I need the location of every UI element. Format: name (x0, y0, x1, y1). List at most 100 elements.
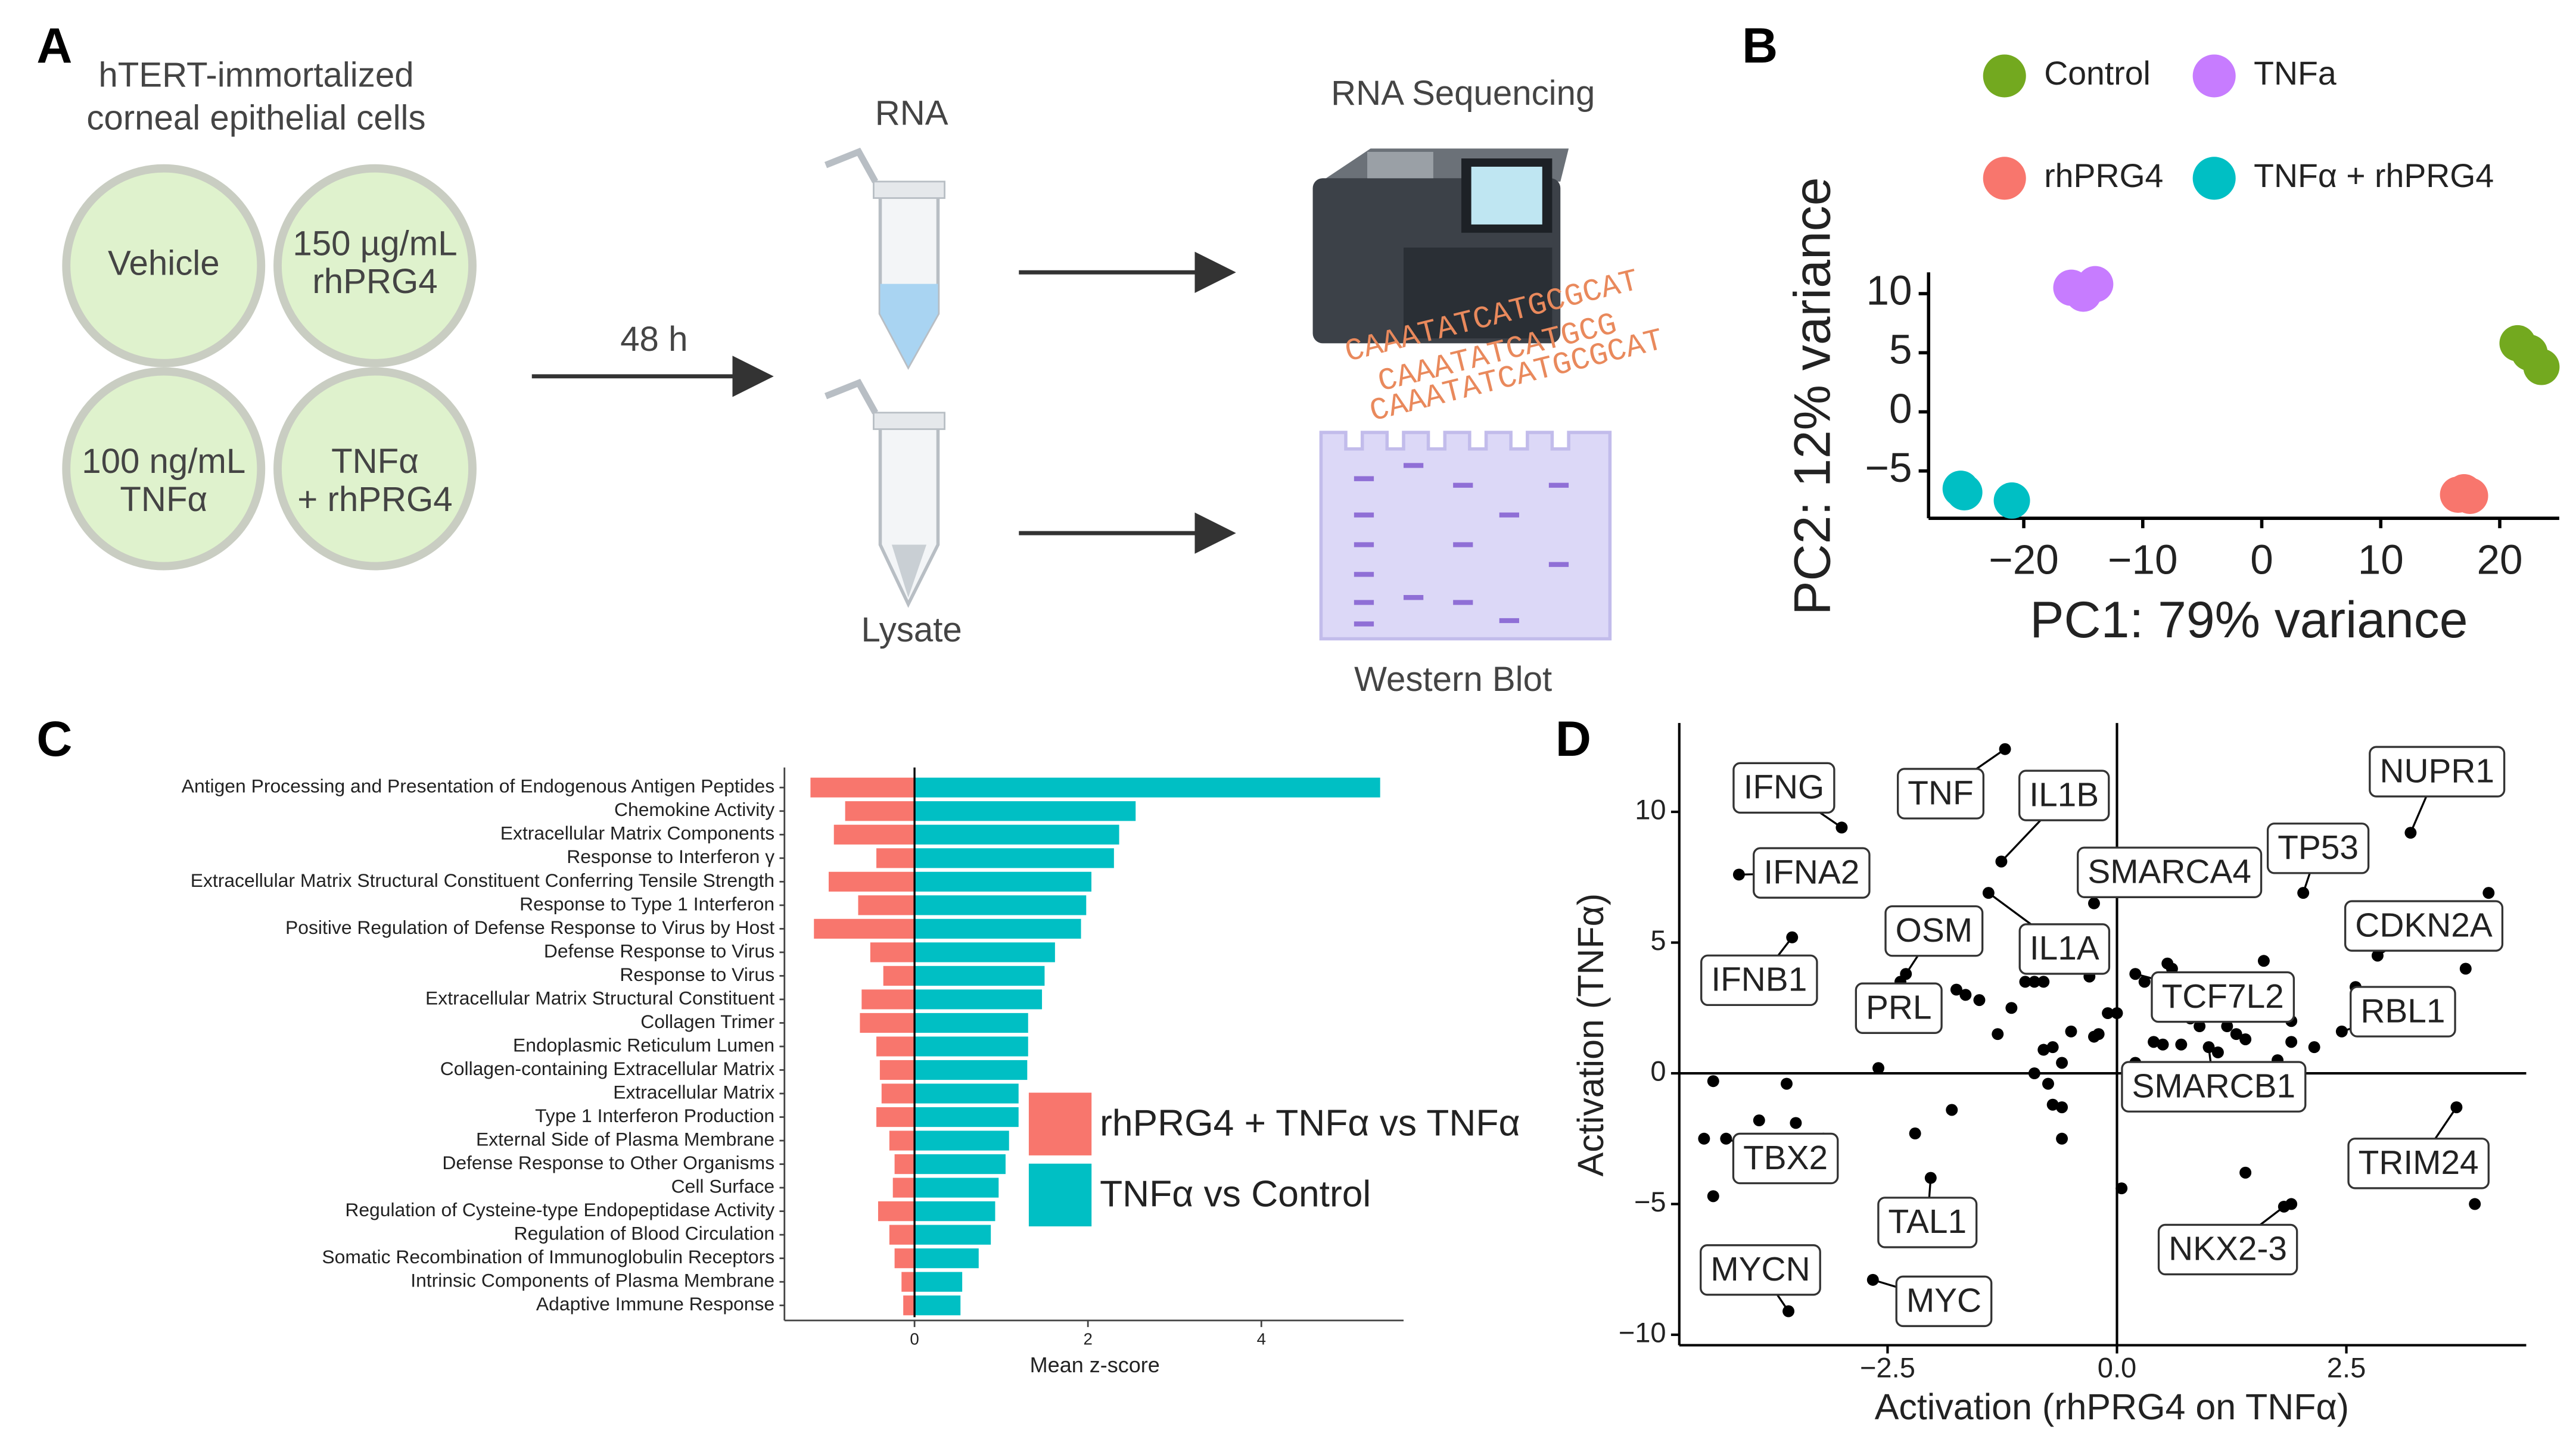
category-label: Collagen Trimer (640, 1011, 774, 1032)
bar (901, 1272, 915, 1292)
category-label: Chemokine Activity (614, 799, 774, 820)
bar (914, 1295, 961, 1316)
label-box (2018, 923, 2111, 975)
category-label: Collagen-containing Extracellular Matrix (440, 1058, 774, 1079)
point (2005, 1002, 2018, 1014)
point (1782, 1305, 1795, 1317)
category-label: Response to Interferon γ (567, 846, 774, 867)
label-box (1877, 1197, 1978, 1248)
panel-c: C Antigen Processing and Presentation of … (36, 711, 1520, 1377)
label-box (2344, 900, 2504, 952)
gene-label: IL1B (2029, 776, 2099, 814)
category-label: Extracellular Matrix Structural Constitu… (425, 987, 774, 1008)
point (2115, 1182, 2128, 1195)
category-label: Extracellular Matrix Components (500, 823, 774, 844)
bar (889, 1225, 915, 1245)
label-box (1855, 982, 1943, 1034)
category-label: Positive Regulation of Defense Response … (285, 917, 774, 938)
dish-label: 100 ng/mL (82, 442, 245, 481)
x-tick-label: −20 (1989, 536, 2059, 583)
label-box (2077, 846, 2263, 898)
x-tick-label: −10 (2108, 536, 2178, 583)
point (1707, 1190, 1719, 1203)
panel-label: A (36, 18, 72, 73)
point (2371, 949, 2384, 962)
label-box (1732, 762, 1835, 814)
category-label: Cell Surface (671, 1176, 775, 1197)
label-box (1700, 1244, 1821, 1296)
point (2046, 1041, 2059, 1054)
gene-label: TAL1 (1889, 1203, 1967, 1241)
bar (914, 942, 1055, 962)
bar (861, 989, 915, 1010)
point (2285, 1036, 2298, 1048)
bar (858, 895, 915, 915)
bar (833, 824, 915, 845)
point (1753, 1114, 1765, 1127)
category-label: Adaptive Immune Response (536, 1293, 774, 1314)
point (1781, 1077, 1793, 1090)
bar (914, 989, 1043, 1010)
point (2278, 1200, 2290, 1213)
bar (914, 895, 1087, 915)
legend-label: rhPRG4 + TNFα vs TNFα (1100, 1102, 1520, 1144)
panel-d: D −2.5 0.0 2.5 −10 −5 0 5 10 Activation (rhPRG4 o… (1555, 711, 2527, 1427)
point (1982, 887, 1995, 899)
dish-label: TNFα (331, 442, 419, 481)
dish-label: + rhPRG4 (297, 480, 452, 519)
label-box (2018, 770, 2110, 821)
legend-label: TNFa (2254, 55, 2337, 92)
category-label: Antigen Processing and Presentation of E… (182, 775, 774, 797)
y-tick-label: −5 (1865, 444, 1912, 491)
bar (914, 824, 1119, 845)
y-tick-label: −5 (1634, 1186, 1666, 1217)
bar (914, 777, 1380, 798)
point (2202, 1041, 2215, 1054)
bar (881, 1083, 915, 1104)
y-tick-label: −10 (1619, 1316, 1666, 1348)
point (1942, 471, 1979, 507)
point (1732, 868, 1745, 881)
point (2157, 1038, 2169, 1051)
point (2239, 1166, 2252, 1179)
point (2446, 474, 2482, 510)
bar (914, 801, 1136, 821)
x-axis-label: Activation (rhPRG4 on TNFα) (1875, 1387, 2349, 1427)
legend-label: rhPRG4 (2044, 157, 2163, 194)
bar (914, 1272, 963, 1292)
point (1946, 1104, 1958, 1116)
point (2092, 1028, 2105, 1041)
panel-b: B −20 −10 0 10 20 −5 0 5 10 PC1: 79% variance PC2: … (1742, 18, 2560, 649)
point (1950, 983, 1962, 996)
point (2175, 1038, 2188, 1051)
x-tick-label: 0.0 (2098, 1352, 2137, 1384)
label-box (2347, 1138, 2490, 1189)
point (1720, 1132, 1732, 1145)
bar (883, 965, 915, 986)
point (2297, 887, 2310, 899)
gene-label: IFNG (1744, 769, 1825, 806)
y-tick-label: 10 (1635, 794, 1666, 826)
x-axis-label: PC1: 79% variance (2030, 591, 2468, 649)
sequencing-label: RNA Sequencing (1331, 74, 1595, 113)
bar (876, 1107, 915, 1127)
category-label: Defense Response to Virus (544, 940, 774, 961)
bar (876, 1036, 915, 1057)
point (2148, 1036, 2160, 1048)
y-tick-label: 5 (1650, 924, 1666, 956)
bar (810, 777, 915, 798)
point (2129, 968, 2142, 980)
label-box (2369, 746, 2506, 798)
category-label: Defense Response to Other Organisms (442, 1152, 774, 1173)
cell-title: corneal epithelial cells (86, 99, 425, 138)
gene-label: MYC (1906, 1282, 1981, 1320)
point (1707, 1075, 1719, 1088)
category-label: Regulation of Cysteine-type Endopeptidas… (345, 1199, 774, 1220)
bar (870, 942, 915, 962)
dish (62, 367, 266, 571)
dish (62, 164, 266, 367)
gene-label: TBX2 (1743, 1139, 1828, 1177)
x-tick-label: 4 (1257, 1330, 1266, 1348)
western-blot-label: Western Blot (1354, 660, 1552, 699)
